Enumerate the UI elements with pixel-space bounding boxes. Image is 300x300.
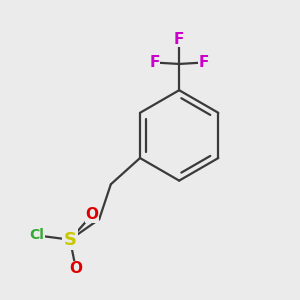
Text: F: F — [174, 32, 184, 47]
Text: S: S — [64, 231, 76, 249]
Text: F: F — [199, 55, 209, 70]
Text: F: F — [149, 55, 160, 70]
Text: Cl: Cl — [29, 228, 44, 242]
Text: O: O — [69, 261, 82, 276]
Text: O: O — [85, 207, 98, 222]
